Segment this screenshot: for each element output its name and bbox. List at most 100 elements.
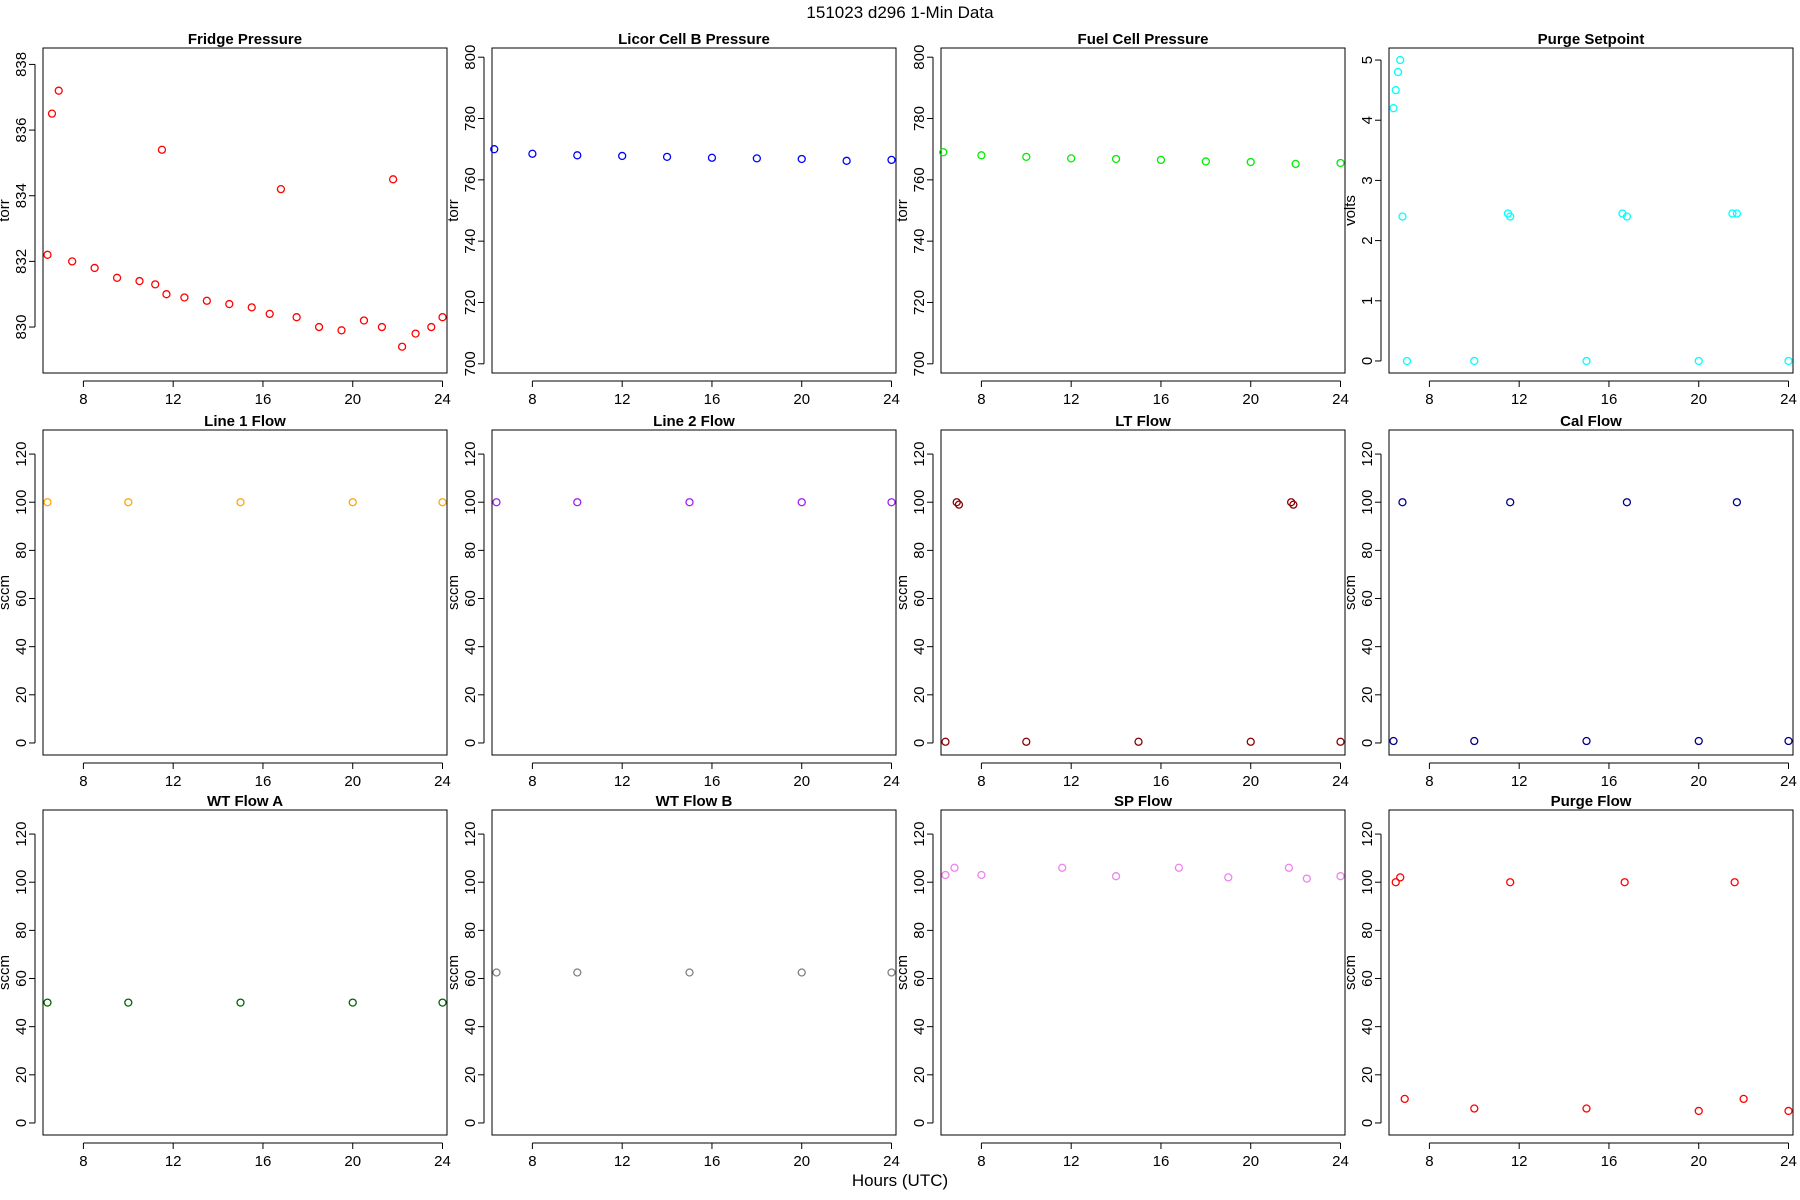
data-point <box>752 154 761 163</box>
data-point <box>1389 104 1398 113</box>
data-point <box>492 968 501 977</box>
y-axis-label: torr <box>0 199 13 222</box>
x-tick-label: 16 <box>704 391 721 408</box>
data-point <box>1582 736 1591 746</box>
plot-frame <box>491 429 897 756</box>
y-tick-label: 720 <box>462 290 479 315</box>
panel-cal-flow: Cal Flow 8 12 16 20 24 0 20 40 60 80 100 120 sccm <box>1342 413 1797 790</box>
data-point <box>337 326 346 335</box>
data-point <box>1246 157 1255 167</box>
data-point <box>490 145 499 154</box>
y-axis-label: sccm <box>445 575 462 610</box>
data-point <box>438 498 447 507</box>
panel-line-2-flow: Line 2 Flow 8 12 16 20 24 0 20 40 60 80 100 120 sccm <box>445 413 900 790</box>
plot-frame <box>940 47 1346 374</box>
y-tick-label: 20 <box>1359 686 1376 703</box>
y-tick-label: 40 <box>13 638 30 655</box>
y-tick-label: 60 <box>462 590 479 607</box>
y-tick-label: 740 <box>462 229 479 254</box>
y-tick-label: 40 <box>911 638 928 655</box>
x-axis: 8 12 16 20 24 <box>79 1142 451 1170</box>
data-point <box>1246 737 1255 746</box>
data-point <box>225 299 234 309</box>
data-point <box>1506 212 1515 221</box>
data-point <box>1291 159 1300 169</box>
y-axis: 0 20 40 60 80 100 120 sccm <box>445 822 485 1127</box>
data-point <box>573 498 582 507</box>
x-axis: 8 12 16 20 24 <box>977 1142 1349 1170</box>
data-point <box>68 257 77 266</box>
data-point <box>180 293 189 302</box>
y-tick-label: 834 <box>13 183 30 208</box>
y-axis-label: sccm <box>1342 955 1359 990</box>
y-axis-label: volts <box>1342 195 1359 226</box>
x-tick-label: 24 <box>434 1153 451 1170</box>
data-point <box>1728 209 1737 218</box>
x-axis: 8 12 16 20 24 <box>528 762 900 790</box>
y-tick-label: 800 <box>462 45 479 70</box>
data-point <box>1396 873 1405 882</box>
data-point <box>685 498 694 507</box>
data-points <box>43 498 447 507</box>
x-tick-label: 24 <box>883 391 900 408</box>
data-point <box>359 316 369 325</box>
data-points <box>1391 873 1793 1116</box>
data-point <box>265 309 274 319</box>
data-point <box>1784 736 1793 746</box>
data-point <box>1620 878 1629 887</box>
plot-frame <box>940 429 1346 756</box>
x-tick-label: 20 <box>1690 391 1707 408</box>
y-axis: 0 20 40 60 80 100 120 sccm <box>894 822 934 1127</box>
data-points <box>492 968 896 977</box>
data-point <box>1174 863 1184 872</box>
data-points <box>1389 55 1793 366</box>
panel-wt-flow-b: WT Flow B 8 12 16 20 24 0 20 40 60 80 100 120 sccm <box>445 793 900 1170</box>
data-point <box>1400 1094 1409 1104</box>
x-tick-label: 8 <box>977 1153 985 1170</box>
x-tick-label: 20 <box>793 1153 810 1170</box>
x-tick-label: 12 <box>1063 773 1080 790</box>
x-tick-label: 20 <box>1242 773 1259 790</box>
y-tick-label: 20 <box>13 686 30 703</box>
x-tick-label: 12 <box>614 391 631 408</box>
y-tick-label: 838 <box>13 52 30 77</box>
x-axis: 8 12 16 20 24 <box>977 762 1349 790</box>
y-axis: 0 20 40 60 80 100 120 sccm <box>0 822 36 1127</box>
data-points <box>490 145 896 165</box>
y-tick-label: 800 <box>911 45 928 70</box>
y-tick-label: 120 <box>1359 442 1376 467</box>
data-points <box>941 498 1345 746</box>
data-point <box>348 498 357 507</box>
data-point <box>112 273 122 282</box>
y-tick-label: 120 <box>13 822 30 847</box>
x-tick-label: 12 <box>165 1153 182 1170</box>
plot-frame <box>491 47 897 374</box>
data-point <box>1336 872 1345 881</box>
x-tick-label: 12 <box>1063 391 1080 408</box>
x-tick-label: 16 <box>1601 773 1618 790</box>
y-tick-label: 80 <box>911 542 928 559</box>
x-axis: 8 12 16 20 24 <box>79 762 451 790</box>
y-axis: 0 20 40 60 80 100 120 sccm <box>445 442 485 747</box>
data-point <box>1402 356 1412 366</box>
y-axis-label: sccm <box>894 575 911 610</box>
x-tick-label: 16 <box>255 1153 272 1170</box>
data-point <box>202 296 211 305</box>
data-point <box>1284 863 1294 872</box>
y-axis: 0 20 40 60 80 100 120 sccm <box>1342 822 1382 1127</box>
data-point <box>1622 212 1632 221</box>
data-point <box>47 109 57 118</box>
x-tick-label: 24 <box>1780 773 1797 790</box>
y-axis-label: sccm <box>1342 575 1359 610</box>
panel-title: Cal Flow <box>1560 413 1622 430</box>
y-tick-label: 80 <box>13 922 30 939</box>
x-axis: 8 12 16 20 24 <box>1425 762 1797 790</box>
data-point <box>1506 498 1515 507</box>
panel-title: Purge Setpoint <box>1538 31 1645 48</box>
x-axis: 8 12 16 20 24 <box>977 380 1349 408</box>
x-tick-label: 8 <box>528 391 536 408</box>
y-axis-label: torr <box>894 199 911 222</box>
y-tick-label: 832 <box>13 249 30 274</box>
plot-frame <box>42 47 448 374</box>
